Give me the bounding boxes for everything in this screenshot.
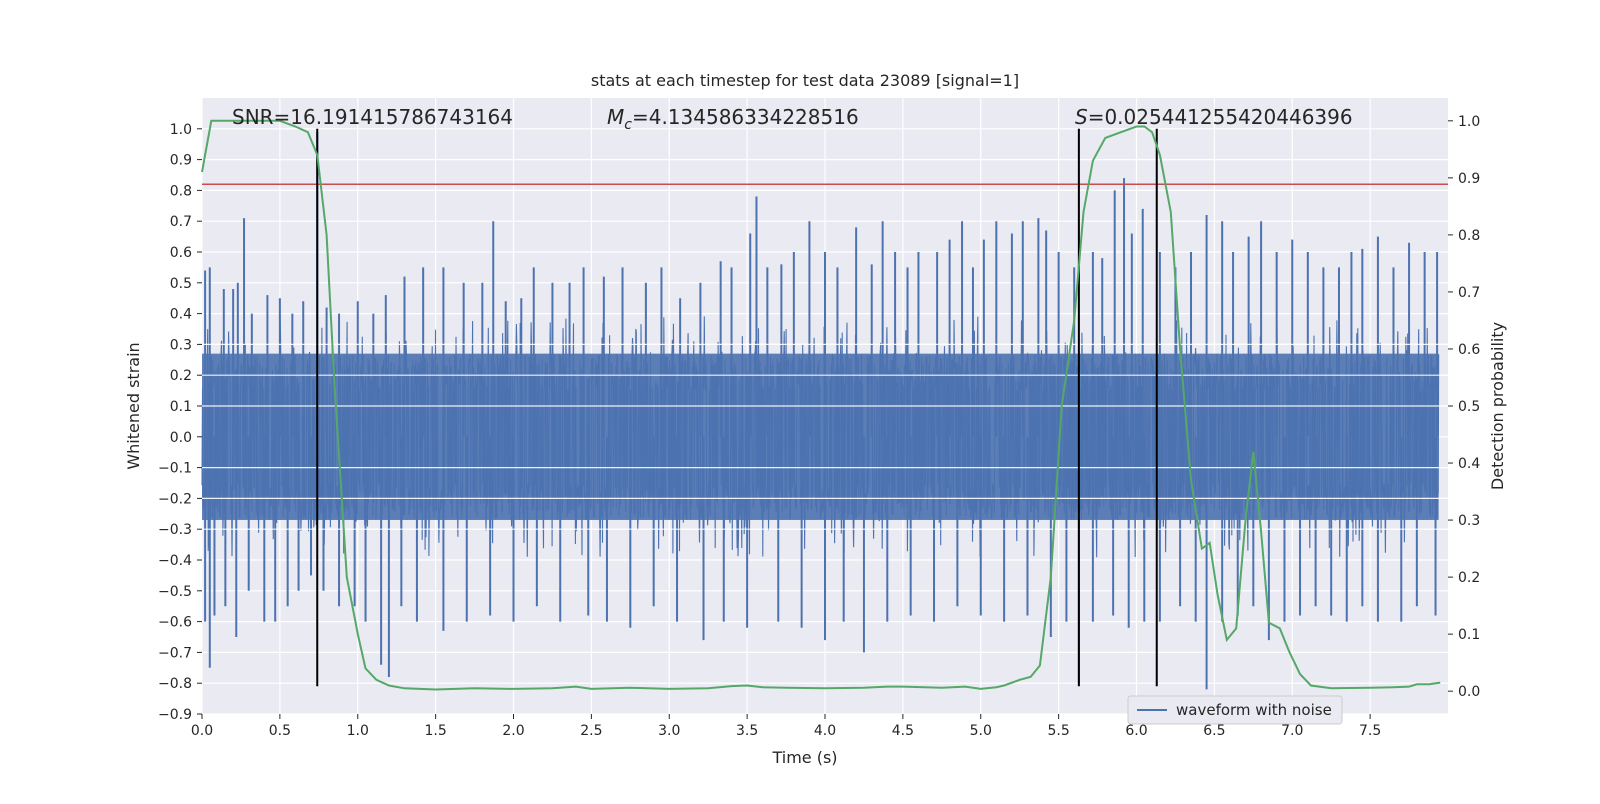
y-right-tick-label: 0.2 — [1458, 570, 1480, 586]
legend: waveform with noise — [1127, 695, 1343, 725]
y-tick-label: 1.0 — [170, 122, 192, 138]
y-tick-label: 0.5 — [170, 276, 192, 292]
x-tick-label: 4.0 — [814, 723, 836, 739]
y-right-tick-label: 0.1 — [1458, 627, 1480, 643]
y-tick-label: −0.5 — [158, 584, 192, 600]
y-right-tick-label: 1.0 — [1458, 114, 1480, 130]
x-tick-label: 5.0 — [970, 723, 992, 739]
legend-label: waveform with noise — [1176, 701, 1332, 719]
y-tick-label: −0.4 — [158, 553, 192, 569]
x-tick-label: 1.0 — [347, 723, 369, 739]
chart-title: stats at each timestep for test data 230… — [591, 71, 1019, 90]
x-tick-label: 7.5 — [1359, 723, 1381, 739]
y-axis-right-label: Detection probability — [1488, 322, 1507, 490]
y-tick-label: −0.9 — [158, 707, 192, 723]
x-tick-label: 2.5 — [580, 723, 602, 739]
y-right-tick-label: 0.6 — [1458, 342, 1480, 358]
x-tick-label: 1.5 — [424, 723, 446, 739]
x-tick-label: 2.0 — [502, 723, 524, 739]
y-tick-label: −0.8 — [158, 676, 192, 692]
s-value: =0.025441255420446396 — [1088, 105, 1353, 129]
y-tick-label: 0.7 — [170, 214, 192, 230]
x-tick-label: 7.0 — [1281, 723, 1303, 739]
y-tick-label: 0.8 — [170, 183, 192, 199]
x-tick-label: 3.5 — [736, 723, 758, 739]
x-tick-label: 5.5 — [1047, 723, 1069, 739]
y-right-tick-label: 0.8 — [1458, 228, 1480, 244]
y-right-tick-label: 0.4 — [1458, 456, 1480, 472]
detection-probability-line — [201, 119, 1441, 691]
y-right-tick-label: 0.3 — [1458, 513, 1480, 529]
chirp-mass-value: =4.134586334228516 — [632, 105, 859, 129]
y-tick-label: −0.3 — [158, 522, 192, 538]
y-right-tick-label: 0.9 — [1458, 171, 1480, 187]
y-tick-label: −0.7 — [158, 645, 192, 661]
x-tick-label: 6.0 — [1125, 723, 1147, 739]
x-tick-label: 6.5 — [1203, 723, 1225, 739]
y-tick-label: 0.9 — [170, 153, 192, 169]
x-tick-label: 0.0 — [191, 723, 213, 739]
y-tick-label: −0.6 — [158, 615, 192, 631]
s-symbol: S — [1075, 105, 1088, 129]
y-tick-label: 0.4 — [170, 307, 192, 323]
y-tick-label: 0.6 — [170, 245, 192, 261]
snr-annotation: SNR=16.191415786743164 — [232, 105, 513, 129]
s-annotation: S=0.025441255420446396 — [1075, 105, 1353, 129]
chirp-mass-subscript: c — [624, 117, 632, 133]
chirp-mass-symbol: M — [607, 105, 624, 129]
chirp-mass-annotation: Mc=4.134586334228516 — [607, 105, 859, 133]
x-tick-label: 0.5 — [269, 723, 291, 739]
y-right-tick-label: 0.7 — [1458, 285, 1480, 301]
y-tick-label: 0.3 — [170, 337, 192, 353]
y-right-tick-label: 0.5 — [1458, 399, 1480, 415]
y-tick-label: −0.2 — [158, 491, 192, 507]
x-tick-label: 4.5 — [892, 723, 914, 739]
y-axis-label: Whitened strain — [124, 342, 143, 469]
y-tick-label: 0.0 — [170, 430, 192, 446]
y-tick-label: 0.2 — [170, 368, 192, 384]
x-axis-label: Time (s) — [771, 748, 837, 767]
y-tick-label: 0.1 — [170, 399, 192, 415]
x-tick-label: 3.0 — [658, 723, 680, 739]
y-right-tick-label: 0.0 — [1458, 684, 1480, 700]
y-tick-label: −0.1 — [158, 461, 192, 477]
